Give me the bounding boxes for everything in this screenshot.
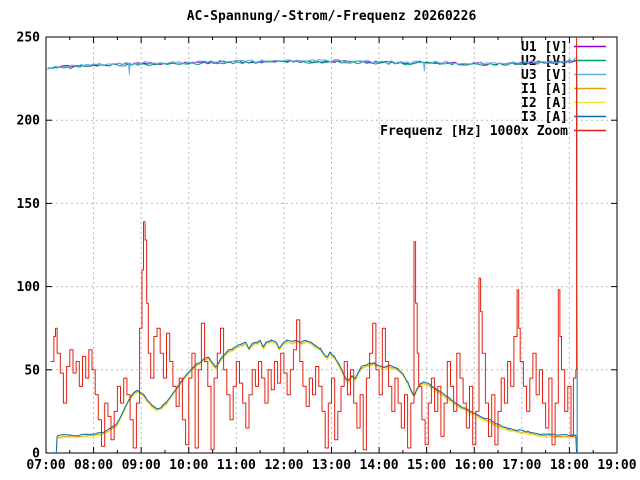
y-tick-label: 50 <box>24 363 40 378</box>
chart-title: AC-Spannung/-Strom/-Frequenz 20260226 <box>186 9 477 24</box>
legend-label: U3 [V] <box>521 68 568 83</box>
series-u2-v- <box>47 60 578 454</box>
x-tick-label: 07:00 <box>26 458 65 473</box>
axes <box>45 36 618 454</box>
y-tick-label: 200 <box>17 114 41 129</box>
x-tick-label: 09:00 <box>122 458 161 473</box>
legend-label: Frequenz [Hz] 1000x Zoom <box>380 124 568 139</box>
x-tick-label: 10:00 <box>169 458 208 473</box>
y-tick-label: 100 <box>17 280 41 295</box>
legend-label: I1 [A] <box>521 82 568 97</box>
y-tick-label: 250 <box>17 31 41 46</box>
legend-label: I3 [A] <box>521 110 568 125</box>
x-tick-label: 18:00 <box>550 458 589 473</box>
x-tick-label: 13:00 <box>312 458 351 473</box>
series-i3-a- <box>55 339 578 454</box>
series-i1-a- <box>55 340 578 454</box>
x-tick-label: 17:00 <box>502 458 541 473</box>
x-tick-label: 14:00 <box>360 458 399 473</box>
legend-label: U1 [V] <box>521 40 568 55</box>
y-tick-label: 0 <box>32 447 40 462</box>
x-tick-label: 15:00 <box>407 458 446 473</box>
legend: U1 [V]U2 [V]U3 [V]I1 [A]I2 [A]I3 [A]Freq… <box>380 40 606 139</box>
series-u3-v- <box>47 55 578 450</box>
x-tick-label: 08:00 <box>74 458 113 473</box>
y-tick-label: 150 <box>17 197 41 212</box>
series-frequenz-hz-1000x-zoom <box>50 37 578 451</box>
x-tick-label: 12:00 <box>264 458 303 473</box>
legend-label: I2 [A] <box>521 96 568 111</box>
x-tick-label: 16:00 <box>455 458 494 473</box>
axis-labels: 07:00 08:00 09:00 10:00 11:00 12:00 13:00 14:00… <box>17 31 637 474</box>
x-tick-label: 19:00 <box>597 458 636 473</box>
series-i2-a- <box>55 341 578 454</box>
x-tick-label: 11:00 <box>217 458 256 473</box>
